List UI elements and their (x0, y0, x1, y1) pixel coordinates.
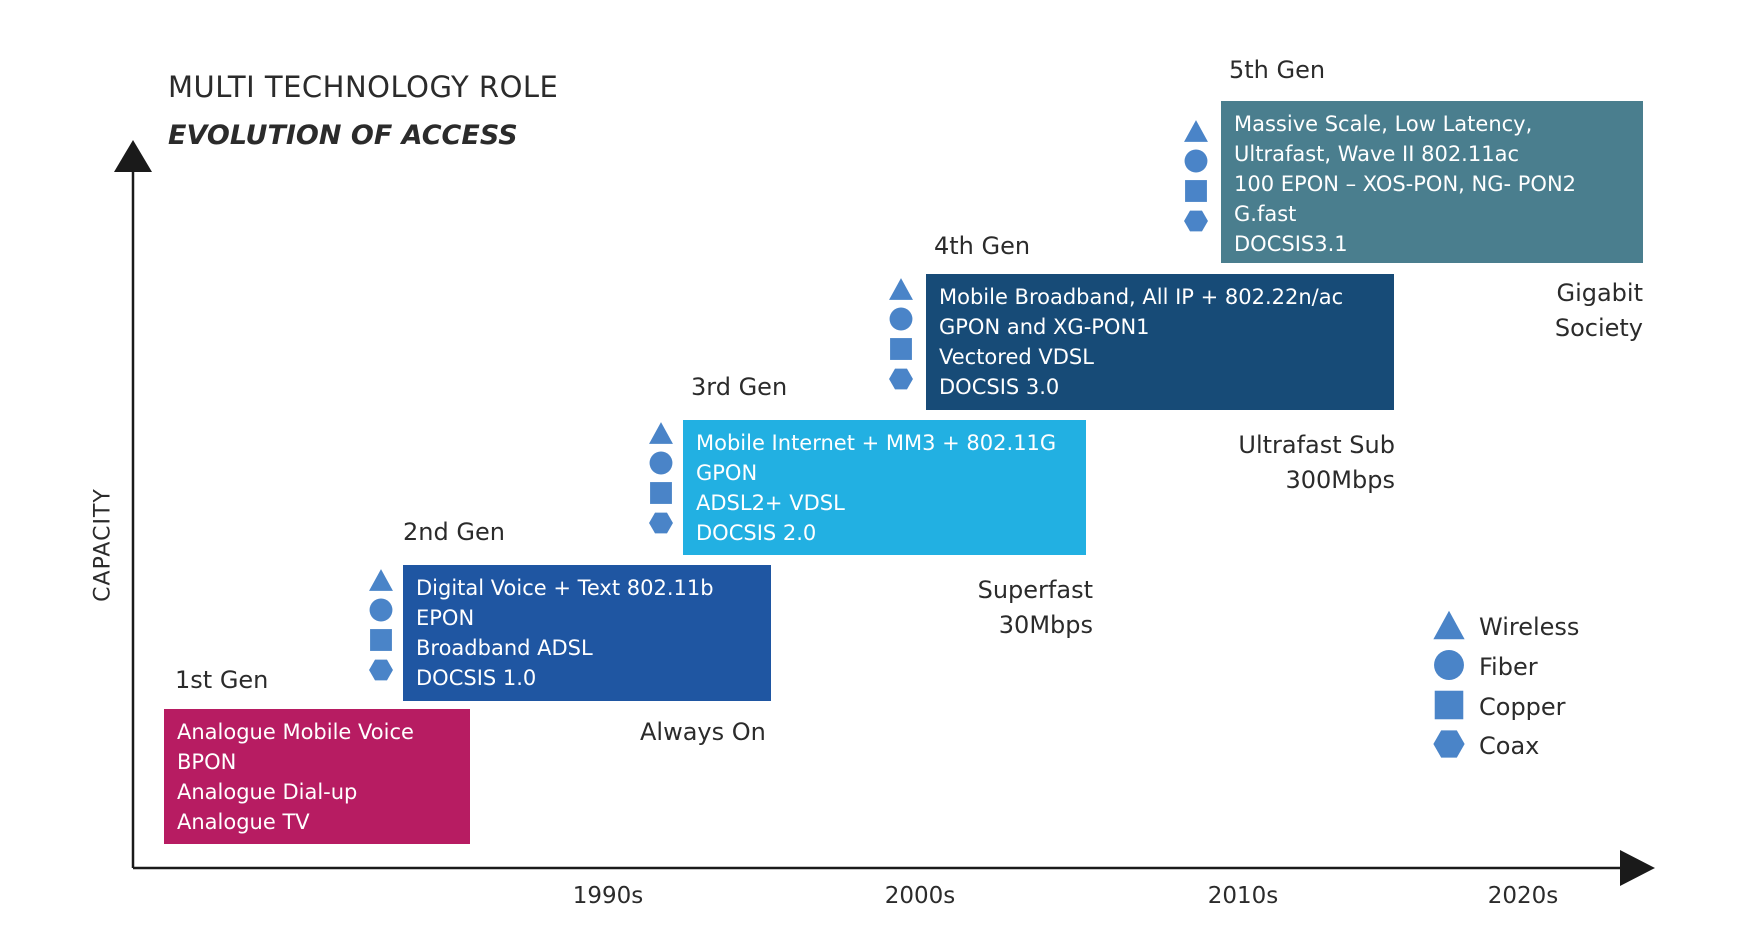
gen-3rd-line-4: DOCSIS 2.0 (696, 521, 817, 545)
decade-label-2000s: 2000s (884, 883, 956, 909)
copper-square-icon (1432, 688, 1466, 726)
milestone-always-on-line-1: Always On (640, 718, 766, 746)
gen-5th-line-3: 100 EPON – XOS-PON, NG- PON2 (1234, 172, 1577, 196)
milestone-superfast: Superfast 30Mbps (978, 573, 1093, 643)
hexagon-icon (1183, 208, 1209, 234)
square-icon (368, 627, 394, 653)
gen-label-3rd: 3rd Gen (691, 373, 788, 401)
gen-label-2nd: 2nd Gen (403, 518, 505, 546)
square-icon (1183, 178, 1209, 204)
legend-item-copper: Copper (1432, 690, 1566, 724)
gen-box-1st: Analogue Mobile Voice BPON Analogue Dial… (164, 709, 470, 844)
gen-5th-line-4: G.fast (1234, 202, 1297, 226)
triangle-icon (368, 567, 394, 593)
legend-label-fiber: Fiber (1479, 653, 1538, 681)
gen-5th-line-1: Massive Scale, Low Latency, (1234, 112, 1533, 136)
gen-4th-line-1: Mobile Broadband, All IP + 802.22n/ac (939, 285, 1344, 309)
gen-box-2nd: Digital Voice + Text 802.11b EPON Broadb… (403, 565, 771, 701)
gen-1st-line-1: Analogue Mobile Voice (177, 720, 414, 744)
legend-label-wireless: Wireless (1479, 613, 1580, 641)
milestone-superfast-line-2: 30Mbps (998, 611, 1093, 639)
gen-1st-line-2: BPON (177, 750, 237, 774)
legend-item-fiber: Fiber (1432, 650, 1538, 684)
gen-box-3rd: Mobile Internet + MM3 + 802.11G GPON ADS… (683, 420, 1086, 555)
hexagon-icon (648, 510, 674, 536)
triangle-icon (1183, 118, 1209, 144)
milestone-gigabit: Gigabit Society (1555, 276, 1643, 346)
page-title: MULTI TECHNOLOGY ROLE (168, 70, 559, 104)
circle-icon (368, 597, 394, 623)
gen-label-1st: 1st Gen (175, 666, 269, 694)
gen-2nd-line-4: DOCSIS 1.0 (416, 666, 537, 690)
gen-4th-line-3: Vectored VDSL (939, 345, 1094, 369)
milestone-ultrafast: Ultrafast Sub 300Mbps (1238, 428, 1395, 498)
gen-1st-line-3: Analogue Dial-up (177, 780, 358, 804)
coax-hexagon-icon (1432, 727, 1466, 765)
gen-2nd-line-1: Digital Voice + Text 802.11b (416, 576, 714, 600)
y-axis-label: CAPACITY (90, 488, 116, 602)
square-icon (888, 336, 914, 362)
circle-icon (888, 306, 914, 332)
legend-label-coax: Coax (1479, 732, 1540, 760)
milestone-ultrafast-line-1: Ultrafast Sub (1238, 431, 1395, 459)
gen-5th-line-5: DOCSIS3.1 (1234, 232, 1348, 256)
hexagon-icon (368, 657, 394, 683)
milestone-gigabit-line-2: Society (1554, 314, 1643, 342)
gen-2nd-line-3: Broadband ADSL (416, 636, 593, 660)
legend-label-copper: Copper (1479, 693, 1566, 721)
decade-label-2020s: 2020s (1487, 883, 1559, 909)
gen-3rd-line-1: Mobile Internet + MM3 + 802.11G (696, 431, 1057, 455)
y-axis-arrow (114, 140, 152, 172)
page-subtitle: EVOLUTION OF ACCESS (168, 120, 518, 151)
milestone-always-on: Always On (640, 715, 766, 750)
gen-3rd-line-2: GPON (696, 461, 758, 485)
triangle-icon (648, 420, 674, 446)
circle-icon (648, 450, 674, 476)
hexagon-icon (888, 366, 914, 392)
gen-box-4th: Mobile Broadband, All IP + 802.22n/ac GP… (926, 274, 1394, 410)
gen-label-5th: 5th Gen (1229, 56, 1326, 84)
legend-item-coax: Coax (1432, 729, 1539, 763)
decade-label-1990s: 1990s (572, 883, 644, 909)
fiber-circle-icon (1432, 648, 1466, 686)
gen-1st-line-4: Analogue TV (177, 810, 310, 834)
milestone-superfast-line-1: Superfast (977, 576, 1093, 604)
milestone-gigabit-line-1: Gigabit (1556, 279, 1643, 307)
gen-4th-line-4: DOCSIS 3.0 (939, 375, 1060, 399)
wireless-triangle-icon (1432, 608, 1466, 646)
x-axis-arrow (1620, 850, 1655, 886)
square-icon (648, 480, 674, 506)
gen-label-4th: 4th Gen (934, 232, 1031, 260)
gen-4th-line-2: GPON and XG-PON1 (939, 315, 1150, 339)
legend-item-wireless: Wireless (1432, 610, 1579, 644)
gen-2nd-line-2: EPON (416, 606, 475, 630)
circle-icon (1183, 148, 1209, 174)
triangle-icon (888, 276, 914, 302)
gen-5th-line-2: Ultrafast, Wave II 802.11ac (1234, 142, 1519, 166)
milestone-ultrafast-line-2: 300Mbps (1285, 466, 1396, 494)
decade-label-2010s: 2010s (1207, 883, 1279, 909)
gen-3rd-line-3: ADSL2+ VDSL (696, 491, 845, 515)
gen-box-5th: Massive Scale, Low Latency, Ultrafast, W… (1221, 101, 1643, 263)
